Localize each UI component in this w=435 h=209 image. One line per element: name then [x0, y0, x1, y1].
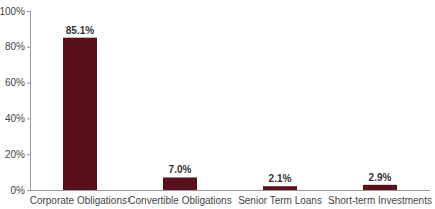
y-tick [27, 190, 30, 191]
y-tick [27, 118, 30, 119]
y-axis-line [30, 11, 31, 190]
x-axis-line [30, 190, 430, 191]
x-tick-label: Senior Term Loans [238, 195, 322, 206]
bar [63, 38, 97, 190]
data-label: 2.9% [369, 172, 392, 183]
y-tick [27, 154, 30, 155]
bar [363, 185, 397, 190]
y-tick-label: 20% [5, 149, 25, 160]
y-tick [27, 11, 30, 12]
bars [63, 38, 397, 190]
data-label: 7.0% [169, 164, 192, 175]
bar [263, 186, 297, 190]
y-tick-label: 80% [5, 41, 25, 52]
chart: 0% 20% 40% 60% 80% 100% 85.1% 7.0% 2.1% 2.9% Corpo… [0, 0, 435, 209]
y-tick-label: 60% [5, 77, 25, 88]
y-tick-label: 40% [5, 113, 25, 124]
x-tick-label: Corporate Obligations¹ [30, 195, 131, 206]
y-tick-label: 0% [11, 185, 26, 196]
bar [163, 177, 197, 190]
y-tick-label: 100% [0, 6, 25, 17]
y-tick [27, 83, 30, 84]
x-tick-label: Convertible Obligations [128, 195, 231, 206]
data-label: 2.1% [269, 173, 292, 184]
y-tick [27, 47, 30, 48]
x-tick-label: Short-term Investments [328, 195, 432, 206]
data-label: 85.1% [66, 25, 94, 36]
